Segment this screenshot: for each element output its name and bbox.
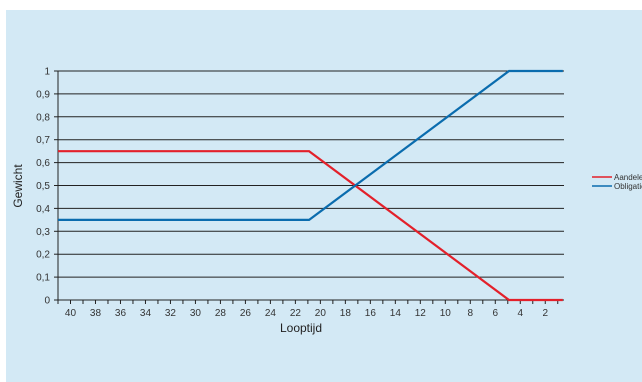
y-tick-label: 1 [44,67,50,78]
x-tick-label: 22 [290,308,302,319]
x-tick-label: 16 [365,308,377,319]
y-axis-title: Gewicht [11,164,25,208]
y-tick-label: 0,6 [36,158,50,169]
x-tick-label: 4 [517,308,523,319]
chart: 0 0,1 0,2 0,3 0,4 0,5 0,6 0,7 0,8 0,9 1 40 38 36 34 32 3… [11,67,642,336]
x-tick-label: 12 [415,308,427,319]
x-tick-label: 36 [115,308,127,319]
chart-panel: 0 0,1 0,2 0,3 0,4 0,5 0,6 0,7 0,8 0,9 1 40 38 36 34 32 3… [6,10,642,382]
legend-label: Aandelen [614,173,642,182]
x-tick-label: 10 [440,308,452,319]
x-tick-label: 6 [493,308,499,319]
x-tick-label: 14 [390,308,402,319]
x-tick-label: 26 [240,308,252,319]
series-lines [58,69,563,302]
x-tick-label: 38 [90,308,102,319]
x-tick-label: 24 [265,308,277,319]
x-tick-label: 40 [65,308,77,319]
grid-lines [58,70,564,301]
y-tick-label: 0,5 [36,181,50,192]
x-tick-label: 20 [315,308,327,319]
y-tick-label: 0,2 [36,250,50,261]
tick-labels: 0 0,1 0,2 0,3 0,4 0,5 0,6 0,7 0,8 0,9 1 40 38 36 34 32 3… [36,67,548,320]
x-tick-label: 28 [215,308,227,319]
x-tick-label: 32 [165,308,177,319]
y-tick-label: 0,3 [36,227,50,238]
axes [54,70,564,304]
x-tick-label: 2 [542,308,548,319]
x-axis-title: Looptijd [280,321,322,335]
x-tick-label: 30 [190,308,202,319]
y-tick-label: 0 [44,296,50,307]
x-tick-label: 18 [340,308,352,319]
x-tick-label: 8 [468,308,474,319]
series-line-aandelen [58,150,563,302]
legend-label: Obligaties [614,182,642,191]
x-tick-label: 34 [140,308,152,319]
y-tick-label: 0,9 [36,89,50,100]
series-line-obligaties [58,69,563,221]
y-tick-label: 0,8 [36,112,50,123]
y-tick-label: 0,7 [36,135,50,146]
y-tick-label: 0,4 [36,204,50,215]
y-tick-label: 0,1 [36,273,50,284]
legend: AandelenObligaties [592,173,642,191]
